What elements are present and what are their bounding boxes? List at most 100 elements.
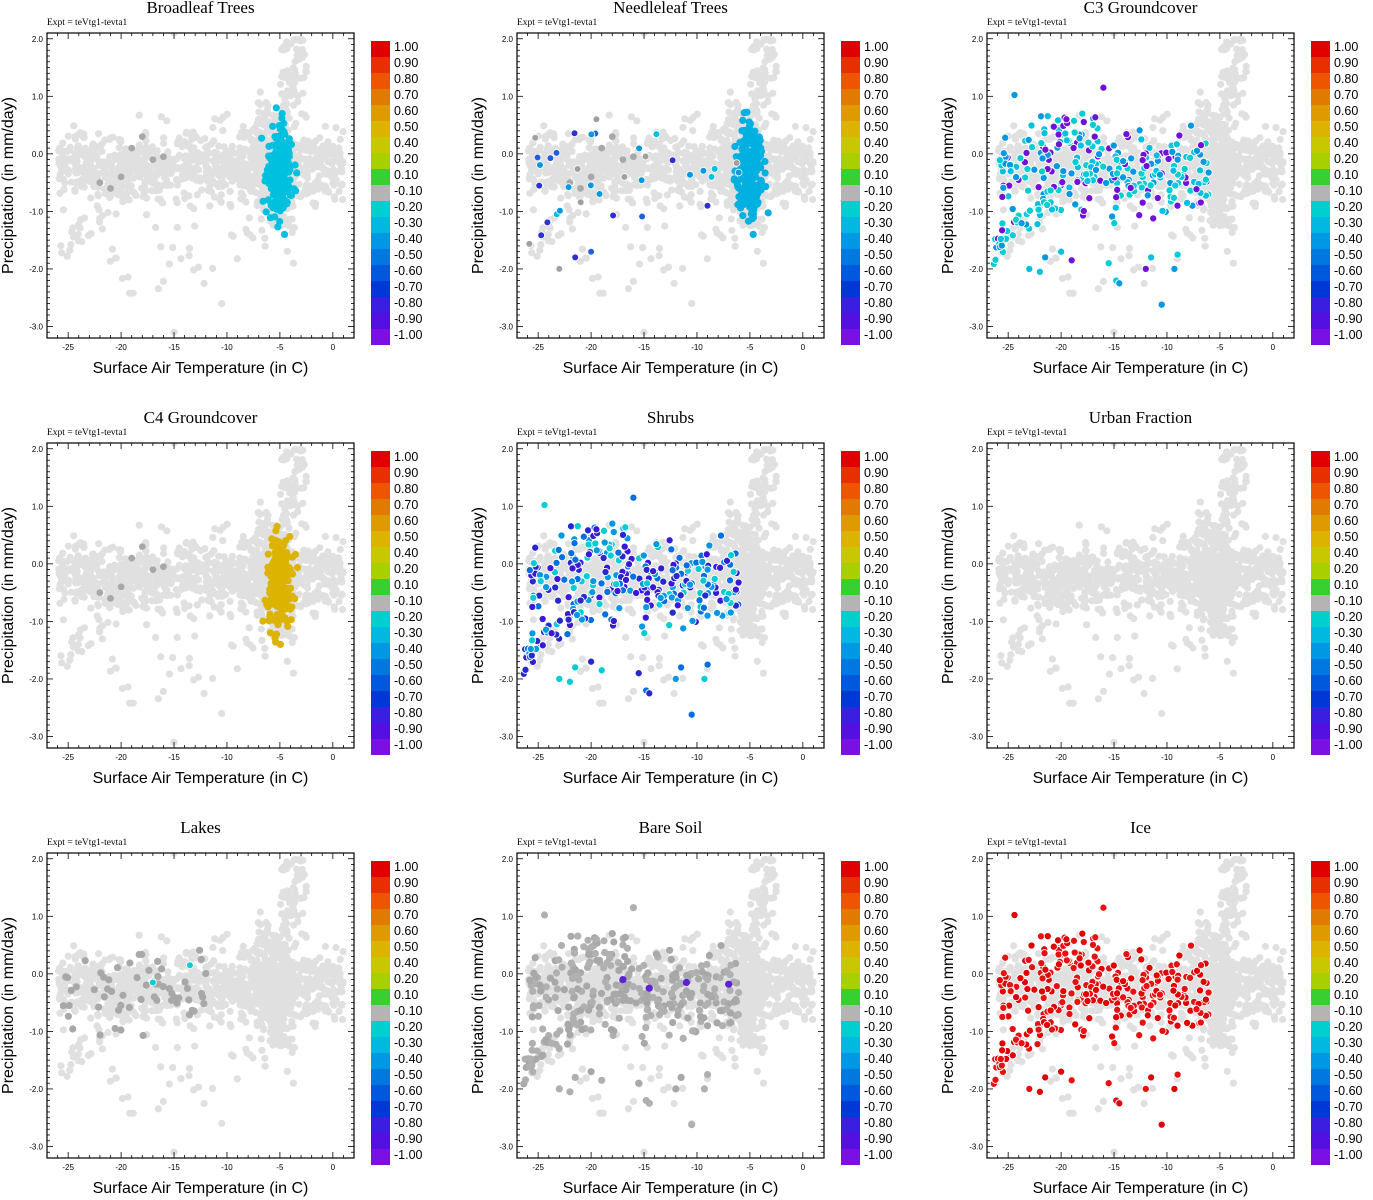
colorbar-label: -0.50 — [394, 248, 423, 262]
data-point — [767, 35, 775, 43]
data-point — [681, 168, 689, 176]
colorbar: 1.000.900.800.700.600.500.400.200.10-0.1… — [371, 40, 423, 345]
data-point — [175, 134, 183, 142]
data-point — [587, 173, 595, 181]
data-point — [267, 201, 275, 209]
data-point — [112, 210, 120, 218]
colorbar-label: -1.00 — [394, 328, 423, 342]
data-point — [215, 142, 223, 150]
data-point — [302, 62, 310, 70]
data-point — [790, 142, 798, 151]
data-point — [265, 162, 273, 170]
data-point — [639, 244, 647, 252]
data-point — [65, 155, 73, 163]
data-point — [80, 134, 88, 142]
colorbar-label: 1.00 — [864, 40, 888, 54]
data-point — [1241, 144, 1249, 152]
data-point — [754, 134, 762, 142]
colorbar-label: -0.70 — [394, 280, 423, 294]
data-point — [737, 204, 745, 212]
data-point — [655, 244, 664, 252]
data-point — [218, 299, 226, 308]
y-axis-label: Precipitation (in mm/day) — [470, 97, 487, 274]
colorbar-label: 0.10 — [864, 168, 888, 182]
colorbar-label: 0.60 — [864, 104, 888, 118]
data-point — [726, 88, 734, 96]
data-point — [550, 134, 558, 142]
data-point — [564, 192, 572, 200]
data-point — [715, 214, 723, 222]
colorbar-label: 0.20 — [864, 152, 888, 166]
colorbar-swatch — [371, 201, 390, 217]
data-point — [648, 143, 656, 151]
data-point — [570, 129, 579, 138]
colorbar-swatch — [841, 249, 860, 265]
data-point — [699, 149, 707, 157]
data-point — [321, 182, 330, 190]
data-point — [1201, 242, 1209, 250]
data-point — [205, 187, 213, 195]
data-point — [278, 90, 286, 98]
data-point — [153, 168, 161, 176]
data-point — [233, 255, 241, 263]
data-point — [532, 167, 541, 175]
data-point — [606, 163, 614, 171]
colorbar-swatch — [371, 41, 390, 57]
colorbar-label: 0.50 — [864, 120, 888, 134]
data-point — [160, 134, 168, 142]
data-point — [293, 169, 301, 177]
data-point — [1272, 124, 1280, 132]
data-point — [718, 175, 726, 183]
data-point — [217, 172, 225, 180]
data-point — [1197, 215, 1205, 223]
data-point — [321, 165, 329, 174]
data-point — [106, 193, 114, 201]
data-point — [753, 45, 761, 53]
colorbar-swatch — [841, 313, 860, 329]
data-point — [566, 215, 574, 223]
data-point — [791, 165, 799, 174]
data-point — [289, 83, 297, 91]
data-point — [727, 215, 735, 223]
data-point — [279, 204, 287, 212]
data-point — [78, 238, 86, 246]
data-point — [282, 149, 290, 157]
colorbar-label: 0.90 — [864, 56, 888, 70]
data-point — [627, 243, 635, 251]
data-point — [59, 206, 67, 214]
data-point — [205, 149, 213, 157]
data-point — [778, 158, 786, 166]
data-point — [321, 122, 329, 131]
data-point — [638, 166, 646, 174]
data-point — [288, 71, 296, 79]
data-point — [283, 221, 291, 229]
data-point — [95, 206, 103, 214]
data-point — [74, 230, 82, 238]
data-point — [568, 225, 577, 233]
data-point — [1179, 122, 1187, 130]
data-point — [93, 152, 101, 160]
data-point — [564, 183, 573, 191]
data-point — [529, 206, 538, 214]
data-point — [734, 168, 743, 177]
data-point — [237, 195, 245, 203]
data-point — [219, 127, 227, 135]
data-point — [1015, 146, 1023, 154]
data-point — [144, 151, 152, 159]
data-point — [713, 129, 721, 137]
data-point — [650, 154, 658, 162]
data-point — [1279, 195, 1287, 204]
data-point — [594, 273, 602, 281]
data-point — [688, 299, 696, 308]
data-point — [1163, 110, 1171, 118]
data-point — [753, 109, 761, 117]
data-point — [332, 124, 340, 132]
data-point — [194, 166, 203, 174]
colorbar-label: -0.10 — [394, 184, 423, 198]
data-point — [783, 154, 791, 162]
data-point — [801, 195, 809, 203]
y-tick-label: -2.0 — [499, 265, 513, 274]
data-point — [274, 148, 282, 156]
data-point — [664, 263, 673, 271]
data-point — [118, 192, 126, 200]
